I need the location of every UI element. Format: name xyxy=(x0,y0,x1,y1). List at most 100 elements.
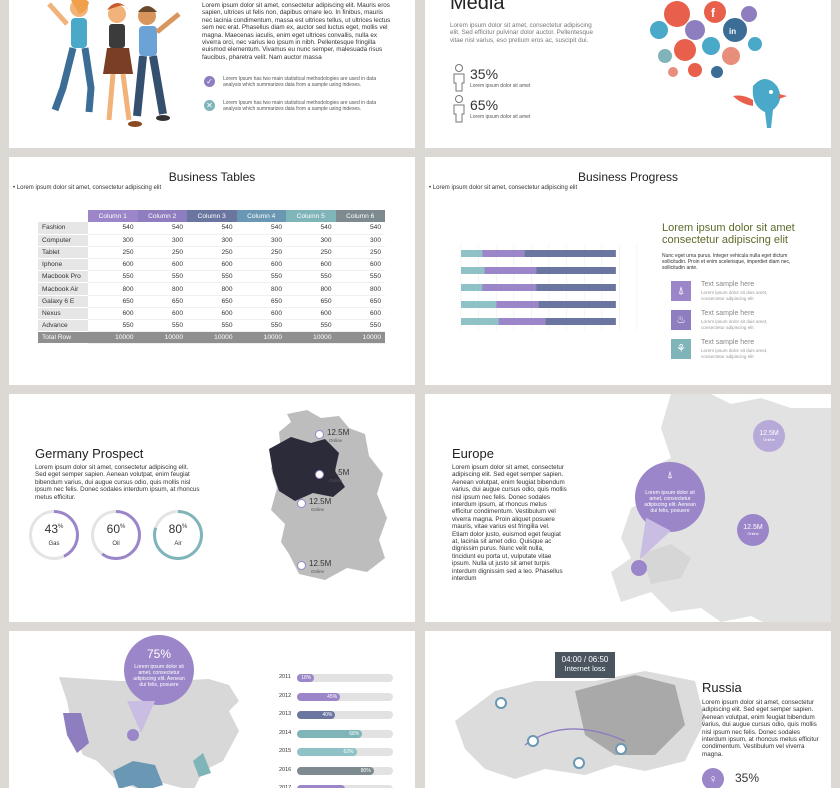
bar-segment xyxy=(461,250,483,257)
table-cell: 550 xyxy=(335,270,385,284)
table-cell: 10000 xyxy=(236,331,286,345)
map-marker xyxy=(315,470,324,479)
stat1-value: 35% xyxy=(470,66,499,82)
table-cell: 10000 xyxy=(88,331,138,345)
stat2-label: Lorem ipsum dolor sit amet xyxy=(470,114,531,120)
tree-icon: ⚘ xyxy=(671,339,691,359)
table-cell: 650 xyxy=(137,295,187,308)
sample-title: Text sample here xyxy=(701,339,755,346)
stat2-value: 65% xyxy=(470,97,499,113)
table-cell: 650 xyxy=(187,295,237,308)
table-cell: 600 xyxy=(335,307,385,321)
rocket-icon: ⍋ xyxy=(671,281,691,301)
progress-track: 45% xyxy=(297,692,393,701)
progress-fill: 45% xyxy=(297,692,341,701)
row-label: Advance xyxy=(38,319,88,333)
bar-segment xyxy=(536,284,616,291)
slide-media: Media Lorem ipsum dolor sit amet, consec… xyxy=(425,0,831,148)
check-icon: ✓ xyxy=(204,76,215,87)
progress-track: 62% xyxy=(297,748,393,756)
marker-bubble: 12.5M Online xyxy=(753,420,785,452)
ring-inner xyxy=(94,513,138,557)
row-label: Computer xyxy=(38,234,88,247)
cross-item-text: Lorem Ipsum has two main statistical met… xyxy=(223,100,377,112)
ring-value: 80% xyxy=(168,522,188,536)
cross-icon: ✕ xyxy=(204,100,215,111)
svg-text:f: f xyxy=(711,6,716,20)
progress-fill: 40% xyxy=(297,711,336,719)
map-marker xyxy=(315,430,324,439)
progress-year: 2014 xyxy=(279,729,292,736)
germany-map xyxy=(256,410,387,580)
progress-year: 2016 xyxy=(279,766,292,773)
table-cell: 600 xyxy=(187,258,237,272)
table-row: Fashion 540 540 540 540 540 540 xyxy=(38,222,385,235)
table-cell: 550 xyxy=(236,319,286,333)
table-cell: 300 xyxy=(236,234,286,247)
progress-title: Business Progress xyxy=(577,170,679,184)
map-marker xyxy=(297,499,306,508)
progress-year: 2012 xyxy=(279,692,292,699)
check-item-text: Lorem Ipsum has two main statistical met… xyxy=(223,76,377,88)
marker-label: Online xyxy=(311,569,325,574)
bar-segment xyxy=(482,284,537,291)
sample-text: Lorem ipsum dolor sit duis amet, consect… xyxy=(701,319,768,330)
table-total-row: Total Row 10000 10000 10000 10000 10000 10000 xyxy=(38,331,385,345)
germany-paragraph: Lorem ipsum dolor sit amet, consectetur … xyxy=(35,464,200,501)
slide-europe: Europe Lorem ipsum dolor sit amet, conse… xyxy=(425,394,831,622)
progress-track xyxy=(297,785,393,788)
table-cell: 550 xyxy=(236,270,286,284)
column-header: Column 6 xyxy=(335,210,385,222)
table-row: Macbook Pro 550 550 550 550 550 550 xyxy=(38,270,385,284)
table-row: Nexus 600 600 600 600 600 600 xyxy=(38,307,385,321)
table-cell: 550 xyxy=(187,319,237,333)
person-icon: ♀ xyxy=(702,768,724,788)
table-cell: 600 xyxy=(137,258,187,272)
marker-value: 12.5M xyxy=(327,468,350,477)
slide-russia: 04:00 / 06:50 Internet loss Russia Lorem… xyxy=(425,631,831,788)
europe-callout-bubble: ⍋ Lorem ipsum dolor sit amet, consectetu… xyxy=(635,462,705,532)
sample-text: Lorem ipsum dolor sit duis amet, consect… xyxy=(701,290,768,301)
marker-bubble: 12.5M Online xyxy=(737,514,769,546)
ring-inner xyxy=(32,513,76,557)
sample-text: Lorem ipsum dolor sit duis amet, consect… xyxy=(701,348,768,359)
slide-business-progress: Business Progress • Lorem ipsum dolor si… xyxy=(425,157,831,385)
svg-text:in: in xyxy=(729,27,736,36)
time-value: 04:00 / 06:50 xyxy=(561,655,609,664)
progress-year: 2011 xyxy=(279,674,291,680)
table-header-row: Column 1 Column 2 Column 3 Column 4 Colu… xyxy=(38,210,385,222)
row-label: Nexus xyxy=(38,307,88,321)
row-label: Tablet xyxy=(38,246,88,260)
table-cell: 250 xyxy=(236,246,286,260)
table-cell: 600 xyxy=(236,258,286,272)
sample-item: ⍋ Text sample here Lorem ipsum dolor sit… xyxy=(671,281,767,301)
team-paragraph: Lorem ipsum dolor sit amet, consectetur … xyxy=(202,2,391,61)
column-header: Column 5 xyxy=(286,210,336,222)
location-dot xyxy=(127,729,139,741)
table-cell: 600 xyxy=(137,307,187,321)
media-paragraph: Lorem ipsum dolor sit amet, consectetur … xyxy=(450,22,594,44)
marker-value: 12.5M xyxy=(309,559,332,568)
table-cell: 250 xyxy=(335,246,385,260)
progress-year: 2013 xyxy=(279,711,292,717)
table-cell: 540 xyxy=(187,222,237,235)
usa-callout-bubble: 75% Lorem ipsum dolor sit amet, consecte… xyxy=(124,635,194,705)
progress-year: 2015 xyxy=(279,748,292,754)
table-cell: 10000 xyxy=(137,331,187,345)
team-illustration xyxy=(47,0,181,127)
table-cell: 600 xyxy=(236,307,286,321)
person-icon xyxy=(453,95,465,123)
ring-inner xyxy=(156,513,200,557)
bar-segment xyxy=(496,301,539,308)
table-cell: 650 xyxy=(335,295,385,308)
table-cell: 600 xyxy=(88,307,138,321)
table-cell: 540 xyxy=(88,222,138,235)
tables-bullet: • Lorem ipsum dolor sit amet, consectetu… xyxy=(13,185,162,191)
table-cell: 650 xyxy=(286,295,336,308)
table-row: Galaxy 6 E 650 650 650 650 650 650 xyxy=(38,295,385,308)
bar-segment xyxy=(536,267,616,274)
table-cell: 800 xyxy=(286,282,336,296)
sample-item: ♨ Text sample here Lorem ipsum dolor sit… xyxy=(671,310,767,330)
table-cell: 300 xyxy=(88,234,138,247)
table-row: Tablet 250 250 250 250 250 250 xyxy=(38,246,385,260)
